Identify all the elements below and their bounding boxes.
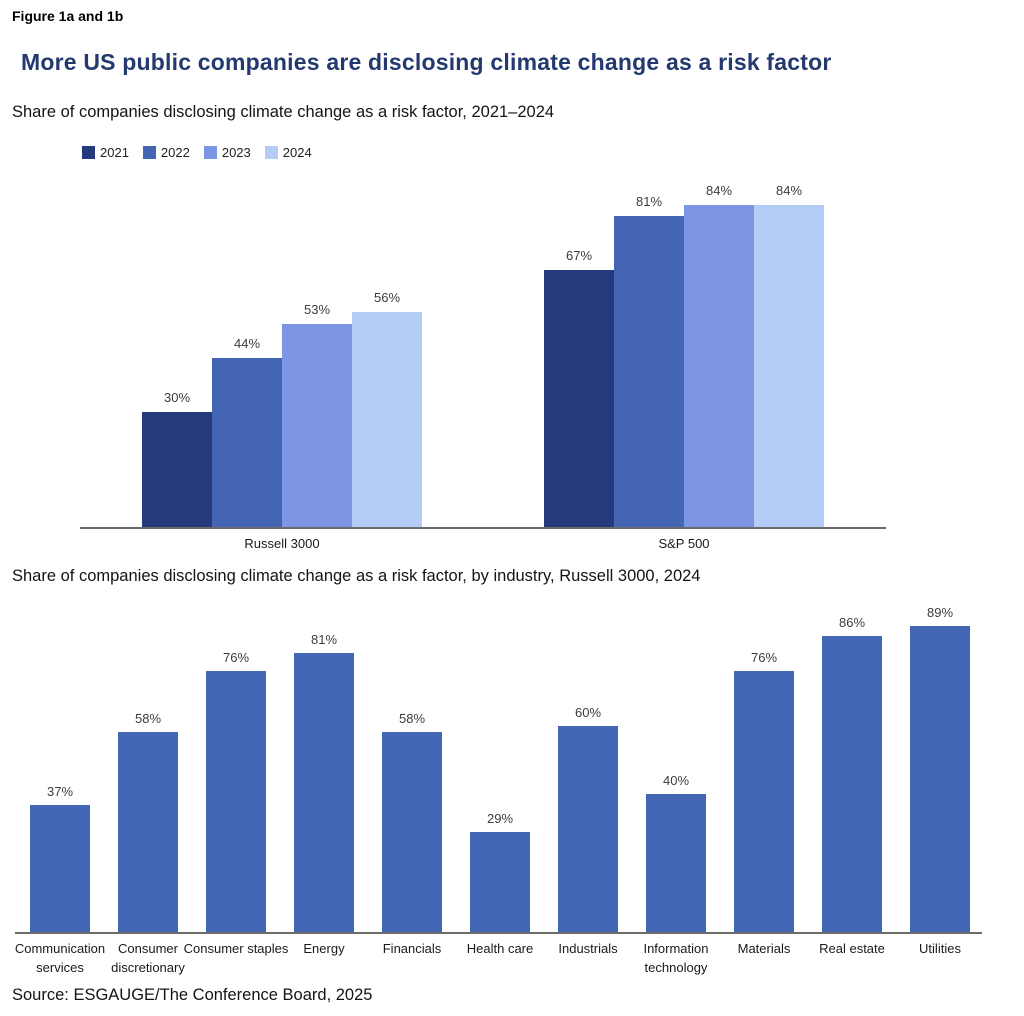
legend-swatch-2023 xyxy=(203,146,217,159)
legend-label-2023: 2023 xyxy=(221,145,251,160)
cat-label-health-care: Health care xyxy=(466,941,534,956)
cat-label-real-estate: Real estate xyxy=(819,941,885,956)
cat-label-information-technology: Information technology xyxy=(643,941,709,975)
bar-value-label: 81% xyxy=(310,632,338,647)
bar-real-estate xyxy=(822,636,882,932)
legend-swatch-2022 xyxy=(142,146,156,159)
bar-value-label: 58% xyxy=(398,711,426,726)
bar-value-label: 40% xyxy=(662,773,690,788)
cat-label-industrials: Industrials xyxy=(558,941,618,956)
grouped-bar-chart: 30% 44% 53% 56% Russell 3000 67% 81% 84% 84% S&P … xyxy=(0,165,1024,565)
bar-s-p-500-2024 xyxy=(754,205,824,527)
bar-value-label: 58% xyxy=(134,711,162,726)
bar-consumer-discretionary xyxy=(118,732,178,932)
chart1-legend: 2021 2022 2023 2024 xyxy=(82,145,312,160)
bar-s-p-500-2022 xyxy=(614,216,684,527)
bar-value-label: 29% xyxy=(486,811,514,826)
legend-swatch-2021 xyxy=(82,146,95,159)
chart1-subtitle: Share of companies disclosing climate ch… xyxy=(12,103,555,121)
bar-value-label: 86% xyxy=(838,615,866,630)
source-note: Source: ESGAUGE/The Conference Board, 20… xyxy=(12,986,373,1004)
bar-value-label: 84% xyxy=(705,183,733,198)
legend-item-2021: 2021 xyxy=(82,145,129,160)
bar-russell-3000-2024 xyxy=(352,312,422,527)
chart1-x-axis xyxy=(80,527,886,529)
legend-label-2021: 2021 xyxy=(100,145,129,160)
bar-financials xyxy=(382,732,442,932)
bar-value-label: 89% xyxy=(926,605,954,620)
bar-value-label: 44% xyxy=(233,336,261,351)
bar-value-label: 76% xyxy=(750,650,778,665)
cat-label-financials: Financials xyxy=(382,941,442,956)
legend-label-2022: 2022 xyxy=(160,145,190,160)
cat-label-utilities: Utilities xyxy=(919,941,961,956)
cat-label-energy: Energy xyxy=(303,941,345,956)
chart2-subtitle: Share of companies disclosing climate ch… xyxy=(12,567,701,585)
bar-value-label: 37% xyxy=(46,784,74,799)
bar-energy xyxy=(294,653,354,932)
bar-value-label: 81% xyxy=(635,194,663,209)
bar-russell-3000-2023 xyxy=(282,324,352,527)
bar-value-label: 76% xyxy=(222,650,250,665)
bar-value-label: 60% xyxy=(574,705,602,720)
bar-value-label: 67% xyxy=(565,248,593,263)
cat-label-consumer-discretionary: Consumer discretionary xyxy=(111,941,185,975)
bar-value-label: 56% xyxy=(373,290,401,305)
bar-s-p-500-2021 xyxy=(544,270,614,527)
group-label-russell-3000: Russell 3000 xyxy=(244,536,320,551)
bar-s-p-500-2023 xyxy=(684,205,754,527)
bar-russell-3000-2021 xyxy=(142,412,212,527)
legend-item-2023: 2023 xyxy=(203,145,251,160)
page-title: More US public companies are disclosing … xyxy=(21,49,832,75)
bar-industrials xyxy=(558,726,618,932)
bar-health-care xyxy=(470,832,530,932)
cat-label-communication-services: Communication services xyxy=(14,941,106,975)
bar-materials xyxy=(734,671,794,932)
legend-label-2024: 2024 xyxy=(282,145,312,160)
chart2-x-axis xyxy=(15,932,982,934)
bar-value-label: 53% xyxy=(303,302,331,317)
group-label-s-p-500: S&P 500 xyxy=(658,536,710,551)
bar-russell-3000-2022 xyxy=(212,358,282,527)
bar-consumer-staples xyxy=(206,671,266,932)
legend-swatch-2024 xyxy=(264,146,278,159)
bar-value-label: 84% xyxy=(775,183,803,198)
industry-bar-chart: 37% Communication services 58% Consumer dis… xyxy=(0,600,1024,978)
cat-label-consumer-staples: Consumer staples xyxy=(183,941,289,956)
cat-label-materials: Materials xyxy=(737,941,791,956)
bar-utilities xyxy=(910,626,970,932)
figure-label: Figure 1a and 1b xyxy=(12,8,124,24)
bar-communication-services xyxy=(30,805,90,932)
legend-item-2022: 2022 xyxy=(142,145,190,160)
legend-item-2024: 2024 xyxy=(264,145,312,160)
bar-value-label: 30% xyxy=(163,390,191,405)
bar-information-technology xyxy=(646,794,706,932)
